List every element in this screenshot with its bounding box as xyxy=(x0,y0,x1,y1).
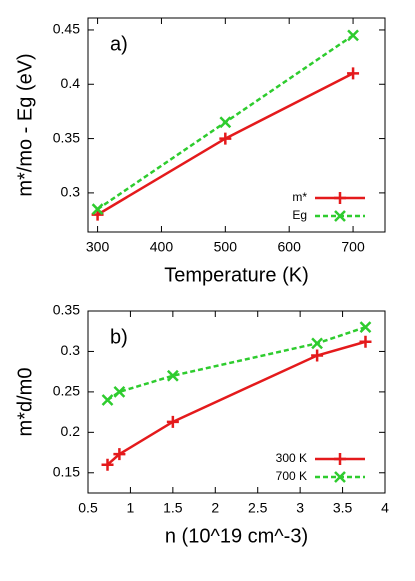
panel-label: a) xyxy=(110,33,128,55)
x-tick-label: 400 xyxy=(150,239,174,255)
y-axis-label: m*d/m0 xyxy=(14,368,36,437)
x-axis-label: Temperature (K) xyxy=(164,264,309,286)
y-tick-label: 0.35 xyxy=(53,129,80,145)
marker xyxy=(334,192,346,204)
y-tick-label: 0.25 xyxy=(53,383,80,399)
plot-frame xyxy=(87,310,386,494)
panel-label: b) xyxy=(110,326,128,348)
marker xyxy=(334,210,346,222)
marker xyxy=(113,386,126,398)
y-tick-label: 0.3 xyxy=(61,184,81,200)
marker xyxy=(347,29,359,42)
x-tick-label: 700 xyxy=(341,239,365,255)
x-tick-label: 500 xyxy=(214,239,238,255)
marker xyxy=(334,471,346,483)
marker xyxy=(101,458,114,471)
marker xyxy=(311,337,323,350)
marker xyxy=(166,369,179,382)
x-tick-label: 3.5 xyxy=(333,500,353,516)
y-tick-label: 0.4 xyxy=(61,75,81,91)
y-tick-label: 0.3 xyxy=(61,342,81,358)
marker xyxy=(311,349,324,362)
marker xyxy=(91,203,104,216)
y-axis-label: m*/mo - Eg (eV) xyxy=(14,53,36,196)
marker xyxy=(166,415,179,428)
series-line xyxy=(106,325,366,402)
y-tick-label: 0.45 xyxy=(53,21,80,37)
x-tick-label: 0.5 xyxy=(78,500,98,516)
marker xyxy=(219,116,232,129)
x-tick-label: 4 xyxy=(381,500,389,516)
y-tick-label: 0.35 xyxy=(53,302,80,318)
x-tick-label: 3 xyxy=(296,500,304,516)
x-tick-label: 2.5 xyxy=(248,500,268,516)
y-tick-label: 0.2 xyxy=(61,423,81,439)
legend-label: 300 K xyxy=(276,451,307,465)
marker xyxy=(334,453,346,465)
marker xyxy=(359,335,372,348)
marker xyxy=(101,394,114,406)
marker xyxy=(113,448,126,461)
x-tick-label: 300 xyxy=(86,239,110,255)
y-tick-label: 0.15 xyxy=(53,463,80,479)
series-line xyxy=(106,340,366,466)
x-axis-label: n (10^19 cm^-3) xyxy=(165,525,308,547)
x-tick-label: 1.5 xyxy=(163,500,183,516)
x-tick-label: 2 xyxy=(211,500,219,516)
legend-label: 700 K xyxy=(276,469,307,483)
legend-label: m* xyxy=(292,190,307,204)
marker xyxy=(219,132,232,145)
marker xyxy=(359,321,372,334)
x-tick-label: 600 xyxy=(278,239,302,255)
x-tick-label: 1 xyxy=(127,500,135,516)
plot-frame xyxy=(87,17,386,233)
legend-label: Eg xyxy=(292,208,307,222)
marker xyxy=(347,67,360,80)
